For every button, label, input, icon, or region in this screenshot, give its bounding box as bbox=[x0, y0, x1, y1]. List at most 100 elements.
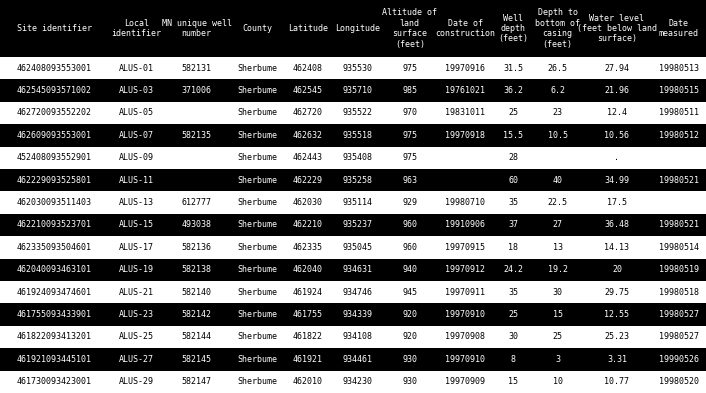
Text: 34.99: 34.99 bbox=[604, 176, 630, 185]
Text: 19980521: 19980521 bbox=[659, 176, 699, 185]
Text: 27: 27 bbox=[553, 220, 563, 230]
Text: .: . bbox=[614, 153, 619, 162]
Text: Sherbume: Sherbume bbox=[237, 220, 277, 230]
Text: ALUS-05: ALUS-05 bbox=[119, 108, 154, 118]
Text: 462443: 462443 bbox=[293, 153, 323, 162]
Text: 19980527: 19980527 bbox=[659, 310, 699, 319]
Text: 6.2: 6.2 bbox=[550, 86, 566, 95]
Text: 970: 970 bbox=[402, 108, 417, 118]
Text: 19970912: 19970912 bbox=[445, 265, 485, 274]
Text: 462545093571002: 462545093571002 bbox=[17, 86, 92, 95]
Text: 930: 930 bbox=[402, 355, 417, 364]
Text: 582140: 582140 bbox=[181, 288, 212, 297]
Text: Well
depth
(feet): Well depth (feet) bbox=[498, 14, 528, 43]
Text: ALUS-03: ALUS-03 bbox=[119, 86, 154, 95]
Text: 582144: 582144 bbox=[181, 332, 212, 342]
Text: 10.5: 10.5 bbox=[548, 131, 568, 140]
Bar bbox=[0, 79, 706, 102]
Text: 462210: 462210 bbox=[293, 220, 323, 230]
Text: Depth to
bottom of
casing
(feet): Depth to bottom of casing (feet) bbox=[535, 8, 580, 49]
Text: 12.55: 12.55 bbox=[604, 310, 630, 319]
Text: 462010: 462010 bbox=[293, 377, 323, 386]
Text: Sherbume: Sherbume bbox=[237, 131, 277, 140]
Text: 10.77: 10.77 bbox=[604, 377, 630, 386]
Text: 462229: 462229 bbox=[293, 176, 323, 185]
Text: 452408093552901: 452408093552901 bbox=[17, 153, 92, 162]
Text: 920: 920 bbox=[402, 332, 417, 342]
Text: 20: 20 bbox=[612, 265, 622, 274]
Text: 3.31: 3.31 bbox=[607, 355, 627, 364]
Text: 36.2: 36.2 bbox=[503, 86, 523, 95]
Text: 19980520: 19980520 bbox=[659, 377, 699, 386]
Text: 19980519: 19980519 bbox=[659, 265, 699, 274]
Text: 461822093413201: 461822093413201 bbox=[17, 332, 92, 342]
Text: 19761021: 19761021 bbox=[445, 86, 485, 95]
Text: 461730093423001: 461730093423001 bbox=[17, 377, 92, 386]
Text: 25: 25 bbox=[508, 108, 518, 118]
Bar bbox=[0, 169, 706, 191]
Text: 19980521: 19980521 bbox=[659, 220, 699, 230]
Text: 929: 929 bbox=[402, 198, 417, 207]
Text: ALUS-11: ALUS-11 bbox=[119, 176, 154, 185]
Text: 26.5: 26.5 bbox=[548, 64, 568, 73]
Bar bbox=[0, 371, 706, 393]
Text: 19980515: 19980515 bbox=[659, 86, 699, 95]
Text: 935237: 935237 bbox=[342, 220, 373, 230]
Text: 19980513: 19980513 bbox=[659, 64, 699, 73]
Text: 15: 15 bbox=[508, 377, 518, 386]
Text: 15.5: 15.5 bbox=[503, 131, 523, 140]
Text: 934339: 934339 bbox=[342, 310, 373, 319]
Bar bbox=[0, 147, 706, 169]
Text: 19970910: 19970910 bbox=[445, 310, 485, 319]
Text: 462210093523701: 462210093523701 bbox=[17, 220, 92, 230]
Text: 23: 23 bbox=[553, 108, 563, 118]
Text: 462040093463101: 462040093463101 bbox=[17, 265, 92, 274]
Text: 582131: 582131 bbox=[181, 64, 212, 73]
Text: 13: 13 bbox=[553, 243, 563, 252]
Text: 930: 930 bbox=[402, 377, 417, 386]
Text: 24.2: 24.2 bbox=[503, 265, 523, 274]
Text: ALUS-01: ALUS-01 bbox=[119, 64, 154, 73]
Text: 985: 985 bbox=[402, 86, 417, 95]
Text: 461921: 461921 bbox=[293, 355, 323, 364]
Text: 462229093525801: 462229093525801 bbox=[17, 176, 92, 185]
Text: 19980512: 19980512 bbox=[659, 131, 699, 140]
Text: 22.5: 22.5 bbox=[548, 198, 568, 207]
Text: ALUS-23: ALUS-23 bbox=[119, 310, 154, 319]
Text: 19970910: 19970910 bbox=[445, 355, 485, 364]
Text: Date
measured: Date measured bbox=[659, 19, 699, 38]
Bar bbox=[0, 236, 706, 259]
Text: 582138: 582138 bbox=[181, 265, 212, 274]
Text: 945: 945 bbox=[402, 288, 417, 297]
Text: ALUS-25: ALUS-25 bbox=[119, 332, 154, 342]
Text: 462335: 462335 bbox=[293, 243, 323, 252]
Text: 19970909: 19970909 bbox=[445, 377, 485, 386]
Text: 493038: 493038 bbox=[181, 220, 212, 230]
Text: 40: 40 bbox=[553, 176, 563, 185]
Text: 975: 975 bbox=[402, 64, 417, 73]
Text: 60: 60 bbox=[508, 176, 518, 185]
Text: 25.23: 25.23 bbox=[604, 332, 630, 342]
Text: 934108: 934108 bbox=[342, 332, 373, 342]
Text: 19910906: 19910906 bbox=[445, 220, 485, 230]
Text: 462632: 462632 bbox=[293, 131, 323, 140]
Text: 19970908: 19970908 bbox=[445, 332, 485, 342]
Text: Sherbume: Sherbume bbox=[237, 86, 277, 95]
Text: 17.5: 17.5 bbox=[607, 198, 627, 207]
Bar bbox=[0, 303, 706, 326]
Text: 37: 37 bbox=[508, 220, 518, 230]
Text: 10: 10 bbox=[553, 377, 563, 386]
Text: 30: 30 bbox=[553, 288, 563, 297]
Text: Latitude: Latitude bbox=[288, 24, 328, 33]
Text: 935258: 935258 bbox=[342, 176, 373, 185]
Text: 36.48: 36.48 bbox=[604, 220, 630, 230]
Text: ALUS-07: ALUS-07 bbox=[119, 131, 154, 140]
Text: 935522: 935522 bbox=[342, 108, 373, 118]
Text: 19980514: 19980514 bbox=[659, 243, 699, 252]
Text: 934746: 934746 bbox=[342, 288, 373, 297]
Text: 19990526: 19990526 bbox=[659, 355, 699, 364]
Text: 19980511: 19980511 bbox=[659, 108, 699, 118]
Bar bbox=[0, 348, 706, 371]
Text: 8: 8 bbox=[511, 355, 516, 364]
Text: Sherbume: Sherbume bbox=[237, 355, 277, 364]
